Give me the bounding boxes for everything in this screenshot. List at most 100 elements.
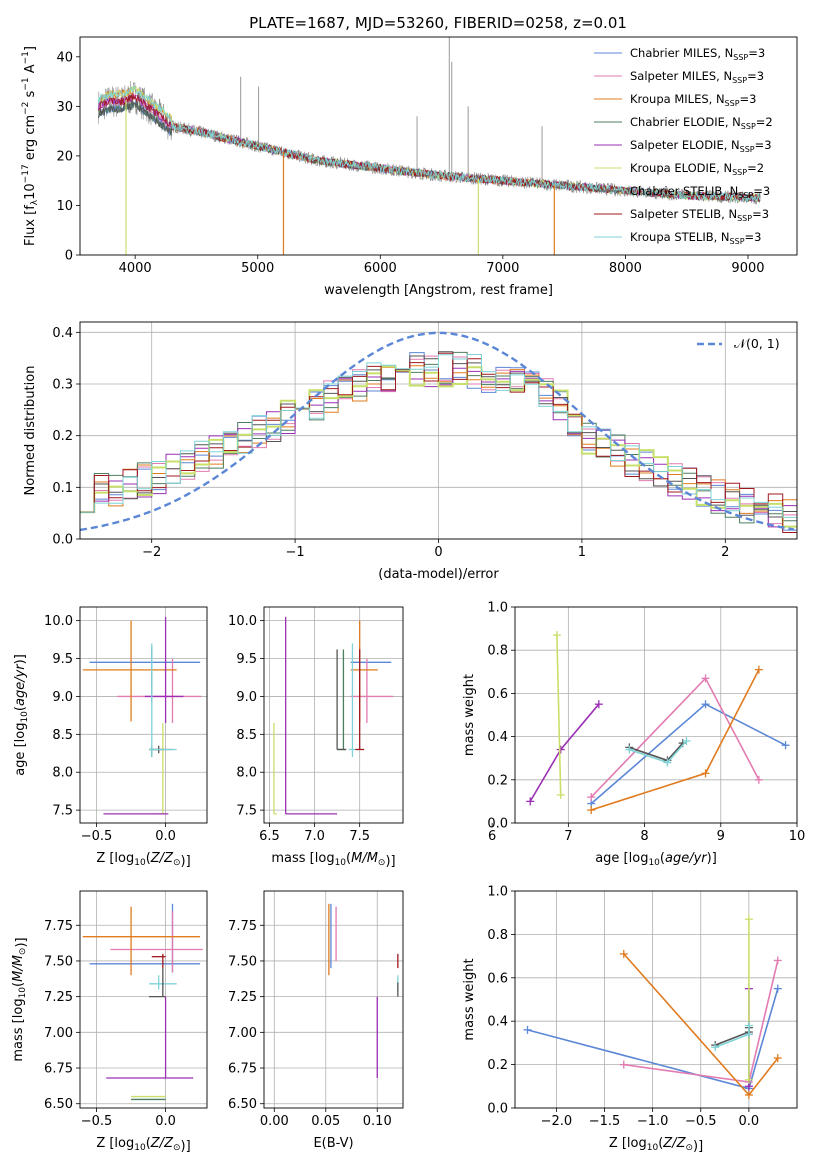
legend-label: Chabrier STELIB, NSSP=3 — [630, 184, 770, 200]
y-tick-label: 0.0 — [52, 533, 73, 548]
axes-frame — [263, 890, 404, 1109]
y-tick-label: 7.00 — [44, 1026, 73, 1041]
y-tick-label: 0.2 — [487, 773, 508, 788]
x-tick-label: 6 — [488, 829, 496, 844]
y-tick-label: 6.75 — [228, 1062, 257, 1077]
axes-frame — [79, 36, 798, 256]
weight-line — [590, 703, 786, 805]
x-axis-label: Z [log10(Z/Z⊙)] — [96, 1136, 190, 1154]
weight-lines — [523, 915, 782, 1099]
y-axis-label: mass [log10(M/M⊙)] — [11, 937, 29, 1061]
y-tick-label: 9.0 — [52, 690, 73, 705]
x-axis-label: wavelength [Angstrom, rest frame] — [324, 283, 553, 298]
x-axis-label: (data-model)/error — [378, 567, 499, 582]
legend-label: Salpeter STELIB, NSSP=3 — [630, 207, 769, 223]
x-tick-label: 9 — [717, 829, 725, 844]
model-spectrum-line — [98, 84, 761, 203]
legend-label: Salpeter MILES, NSSP=3 — [630, 69, 764, 85]
y-tick-label: 9.0 — [236, 690, 257, 705]
axes-frame — [514, 606, 798, 824]
axes-frame — [263, 606, 404, 824]
x-tick-label: 5000 — [241, 261, 274, 276]
y-tick-label: 0.4 — [487, 1015, 508, 1030]
weight-vs-age-plot: 6 7 8 9 10 0.0 0.2 0.4 0.6 0.8 1.0 age [log10(age/y… — [462, 601, 805, 869]
spectrum-lines — [98, 37, 761, 255]
figure-title: PLATE=1687, MJD=53260, FIBERID=0258, z=0… — [249, 14, 627, 32]
y-tick-label: 7.50 — [44, 954, 73, 969]
y-tick-label: 0.2 — [487, 1058, 508, 1073]
y-tick-label: 0.4 — [487, 730, 508, 745]
weight-line — [590, 669, 760, 811]
error-bars — [273, 616, 394, 815]
y-tick-label: 8.0 — [236, 766, 257, 781]
x-tick-label: 2 — [721, 545, 729, 560]
legend-label: Chabrier ELODIE, NSSP=2 — [630, 115, 773, 131]
y-tick-label: 8.5 — [236, 728, 257, 743]
x-tick-label: 0 — [434, 545, 442, 560]
y-tick-label: 7.5 — [236, 804, 257, 819]
legend-label: Kroupa ELODIE, NSSP=2 — [630, 161, 764, 177]
age-vs-metallicity-plot: −0.5 0.0 7.5 8.0 8.5 9.0 9.5 10.0 Z [log10(Z/Z⊙)… — [13, 606, 208, 869]
legend-label: Chabrier MILES, NSSP=3 — [630, 46, 765, 62]
y-axis-label: Normed distribution — [23, 366, 38, 496]
weight-lines — [526, 631, 790, 815]
gaussian-reference-curve — [80, 331, 795, 532]
x-tick-label: −1.5 — [589, 1114, 621, 1129]
age-vs-mass-plot: 6.5 7.0 7.5 7.5 8.0 8.5 9.0 9.5 10.0 mass [log10(… — [228, 606, 404, 869]
x-tick-label: 7.0 — [304, 829, 325, 844]
y-tick-label: 8.0 — [52, 766, 73, 781]
residual-histogram: −2 −1 0 1 2 0.0 0.1 0.2 0.3 0.4 (data-model)/error… — [23, 321, 798, 582]
y-tick-label: 7.25 — [44, 990, 73, 1005]
y-tick-label: 0.8 — [487, 644, 508, 659]
y-tick-label: 40 — [56, 50, 73, 65]
axes-frame — [79, 890, 208, 1109]
y-tick-label: 1.0 — [487, 601, 508, 616]
error-bars — [82, 616, 202, 815]
y-tick-label: 10.0 — [44, 614, 73, 629]
x-axis-label: mass [log10(M/M⊙)] — [271, 851, 395, 869]
weight-line — [590, 676, 760, 798]
x-tick-label: 7.5 — [349, 829, 370, 844]
x-tick-label: −0.5 — [81, 1114, 113, 1129]
y-tick-label: 6.50 — [228, 1097, 257, 1112]
y-axis-label: mass weight — [462, 674, 477, 756]
y-tick-label: 7.25 — [228, 990, 257, 1005]
y-tick-label: 0.8 — [487, 928, 508, 943]
legend-label: 𝒩(0, 1) — [734, 336, 780, 351]
x-tick-label: −1 — [286, 545, 305, 560]
y-tick-label: 0.1 — [52, 481, 73, 496]
y-tick-label: 0.0 — [487, 817, 508, 832]
x-tick-label: 0.00 — [260, 1114, 289, 1129]
x-axis-label: E(B-V) — [313, 1136, 353, 1151]
legend-label: Kroupa STELIB, NSSP=3 — [630, 230, 761, 246]
spectrum-plot: 4000 5000 6000 7000 8000 9000 0 10 20 30 40 wavelen… — [21, 36, 798, 298]
model-spectrum-line — [98, 85, 552, 188]
x-tick-label: 1 — [578, 545, 586, 560]
weight-line — [556, 635, 562, 795]
y-tick-label: 1.0 — [487, 885, 508, 900]
y-tick-label: 7.50 — [228, 954, 257, 969]
model-spectrum-line — [98, 92, 552, 189]
axes-frame — [79, 321, 798, 540]
mass-vs-metallicity-plot: −0.5 0.0 6.50 6.75 7.00 7.25 7.50 7.75 Z [log10(… — [11, 890, 208, 1154]
legend: Chabrier MILES, NSSP=3 Salpeter MILES, NS… — [594, 46, 773, 246]
y-tick-label: 20 — [56, 149, 73, 164]
y-tick-label: 0.6 — [487, 687, 508, 702]
y-axis-label: Flux [fλ10−17 erg cm−2 s−1 A−1] — [21, 46, 40, 246]
weight-vs-metallicity-plot: −2.0 −1.5 −1.0 −0.5 0.0 0.0 0.2 0.4 0.6 0.8 1.0 Z [… — [462, 885, 798, 1154]
y-tick-label: 0.2 — [52, 429, 73, 444]
y-tick-label: 0.3 — [52, 378, 73, 393]
y-tick-label: 7.75 — [228, 919, 257, 934]
x-tick-label: 8 — [640, 829, 648, 844]
x-tick-label: 4000 — [119, 261, 152, 276]
histogram-step-line — [80, 354, 797, 518]
y-tick-label: 7.75 — [44, 919, 73, 934]
error-bars — [82, 903, 203, 1101]
y-tick-label: 8.5 — [52, 728, 73, 743]
y-tick-label: 10.0 — [228, 614, 257, 629]
mass-vs-ebv-plot: 0.00 0.05 0.10 6.50 6.75 7.00 7.25 7.50 7.75 E(B-… — [228, 890, 404, 1151]
error-bars — [328, 903, 399, 1079]
x-tick-label: 7 — [564, 829, 572, 844]
x-tick-label: 0.10 — [363, 1114, 392, 1129]
